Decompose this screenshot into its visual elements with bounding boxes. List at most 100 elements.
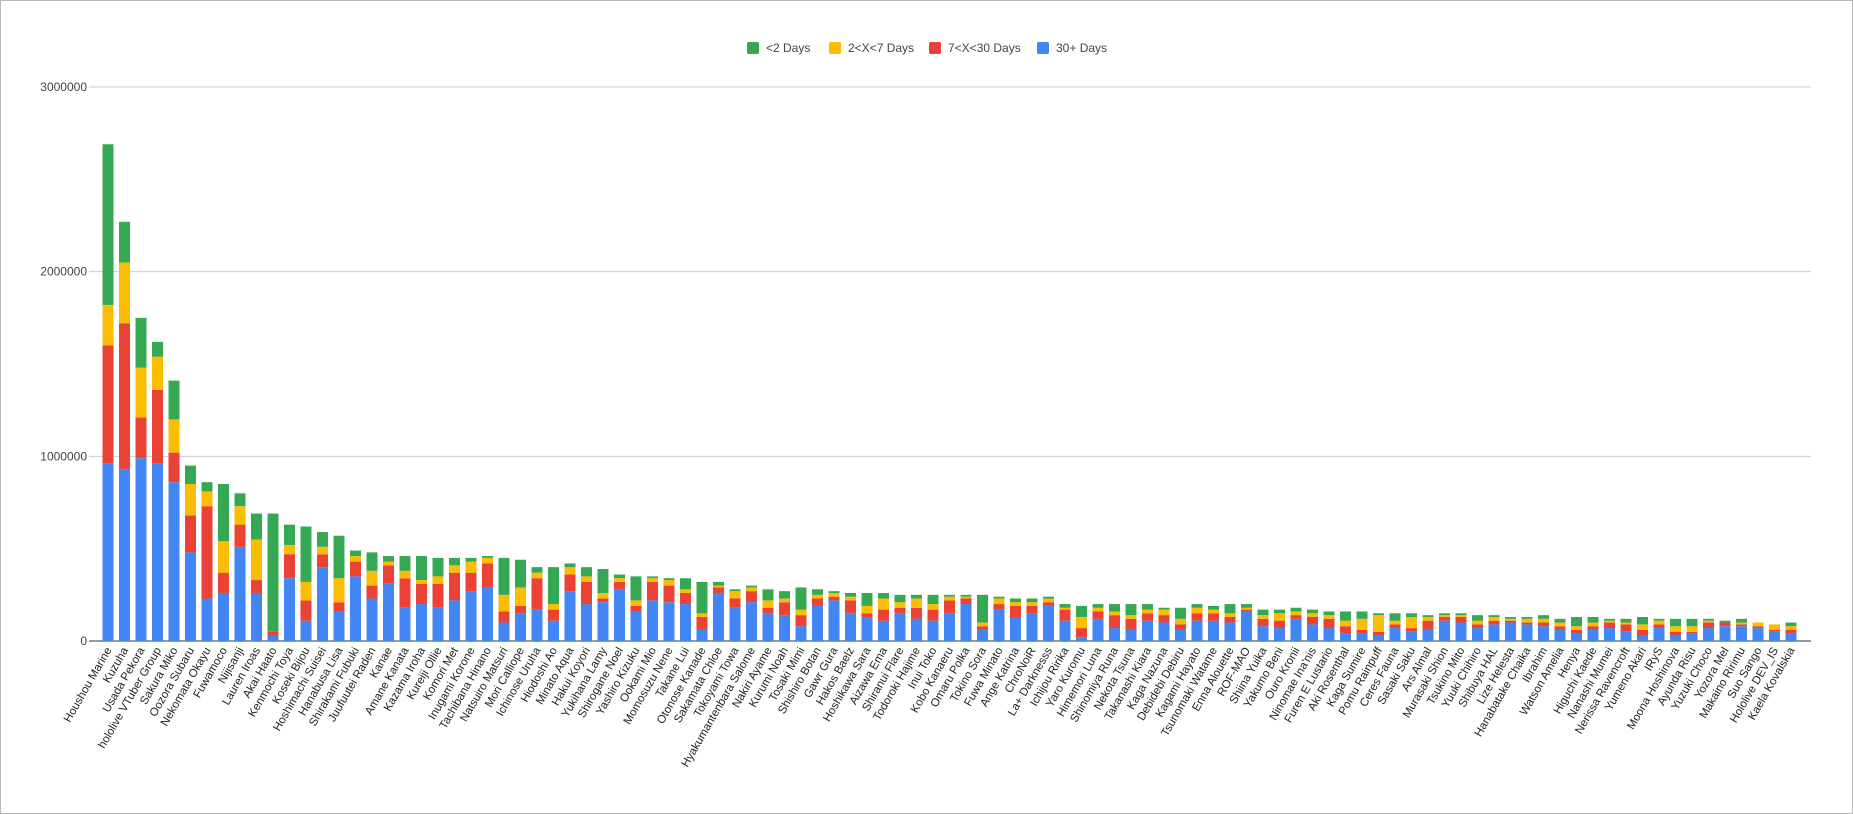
- bar-segment: [1175, 629, 1186, 641]
- bar-segment: [251, 513, 262, 540]
- bar-segment: [1340, 611, 1351, 621]
- bar-segment: [1290, 618, 1302, 641]
- bar-segment: [1587, 629, 1599, 641]
- bar-segment: [779, 598, 790, 603]
- bar-segment: [1010, 602, 1021, 606]
- bar-segment: [878, 620, 889, 641]
- legend-swatch: [747, 42, 759, 54]
- bar-segment: [432, 576, 444, 584]
- bar-segment: [1224, 613, 1236, 617]
- bar-segment: [300, 581, 312, 601]
- bar-segment: [1736, 626, 1747, 641]
- bar-segment: [597, 598, 609, 603]
- bar-segment: [1092, 604, 1104, 608]
- bar-segment: [713, 581, 724, 586]
- bar-segment: [1125, 615, 1137, 619]
- bar-segment: [1736, 622, 1747, 625]
- bar-segment: [416, 583, 427, 605]
- bar-segment: [878, 609, 889, 621]
- y-tick-label: 0: [80, 634, 87, 648]
- bar-segment: [1191, 613, 1203, 621]
- bar-segment: [1026, 613, 1038, 641]
- bar-segment: [366, 585, 378, 599]
- bar-segment: [1158, 622, 1170, 641]
- bar-segment: [960, 598, 972, 605]
- bar-segment: [911, 607, 922, 619]
- bar-segment: [333, 535, 345, 579]
- bar-segment: [1719, 620, 1731, 623]
- bar-segment: [1472, 624, 1483, 629]
- bar-segment: [993, 604, 1005, 610]
- bar-segment: [515, 587, 526, 606]
- bar-segment: [1076, 628, 1087, 638]
- bar-segment: [1439, 620, 1450, 641]
- bar-segment: [1736, 618, 1747, 623]
- bar-segment: [185, 515, 196, 553]
- bar-segment: [1373, 615, 1384, 632]
- bar-segment: [1406, 628, 1417, 632]
- bar-segment: [1604, 618, 1615, 621]
- bar-segment: [1059, 607, 1071, 610]
- bar-segment: [762, 607, 774, 614]
- bar-segment: [1356, 629, 1368, 634]
- bar-segment: [1125, 629, 1137, 641]
- bar-segment: [1092, 611, 1104, 619]
- bar-segment: [1769, 629, 1780, 632]
- bar-segment: [960, 594, 972, 597]
- y-tick-label: 2000000: [40, 265, 87, 279]
- bar-segment: [449, 600, 460, 641]
- bar-segment: [152, 341, 163, 357]
- bar-segment: [1274, 609, 1285, 614]
- bar-segment: [1488, 620, 1500, 625]
- bar-segment: [581, 576, 592, 582]
- bar-segment: [333, 602, 345, 612]
- y-tick-label: 1000000: [40, 449, 87, 463]
- bar-segment: [300, 620, 312, 641]
- bar-segment: [878, 592, 889, 599]
- bar-segment: [1059, 620, 1071, 641]
- bar-segment: [1686, 626, 1698, 632]
- bar-segment: [548, 620, 559, 641]
- bar-segment: [1521, 622, 1533, 625]
- bar-segment: [1653, 628, 1665, 641]
- bar-segment: [498, 594, 510, 612]
- bar-segment: [828, 592, 840, 597]
- bar-segment: [102, 304, 114, 346]
- bar-segment: [1043, 602, 1054, 606]
- bar-segment: [812, 605, 823, 641]
- bar-segment: [927, 620, 939, 641]
- bar-segment: [911, 598, 922, 608]
- y-tick-label: 3000000: [40, 80, 87, 94]
- bar-segment: [1241, 611, 1252, 641]
- bar-segment: [515, 559, 526, 588]
- bar-segment: [1703, 620, 1714, 623]
- bar-segment: [597, 592, 609, 599]
- bar-segment: [729, 598, 741, 608]
- bar-segment: [366, 598, 378, 641]
- bar-segment: [894, 594, 906, 603]
- bar-segment: [1274, 613, 1285, 621]
- bar-segment: [1554, 622, 1566, 627]
- bar-segment: [828, 600, 840, 641]
- bar-segment: [548, 604, 559, 610]
- bar-segment: [432, 583, 444, 608]
- bar-segment: [960, 596, 972, 599]
- bar-segment: [185, 484, 196, 516]
- bar-segment: [1323, 618, 1335, 629]
- bar-segment: [1505, 620, 1516, 623]
- bar-segment: [713, 587, 724, 593]
- bar-segment: [1290, 611, 1302, 616]
- bar-segment: [1620, 618, 1632, 623]
- bar-segment: [399, 607, 411, 641]
- bar-segment: [1191, 607, 1203, 614]
- bar-segment: [1241, 604, 1252, 608]
- bar-segment: [746, 585, 757, 588]
- bar-segment: [465, 561, 477, 573]
- bar-segment: [630, 611, 642, 641]
- bar-segment: [102, 144, 114, 305]
- bar-segment: [548, 609, 559, 621]
- bar-segment: [1142, 613, 1153, 621]
- bar-segment: [861, 592, 873, 606]
- bar-segment: [1439, 616, 1450, 621]
- bar-segment: [1356, 633, 1368, 641]
